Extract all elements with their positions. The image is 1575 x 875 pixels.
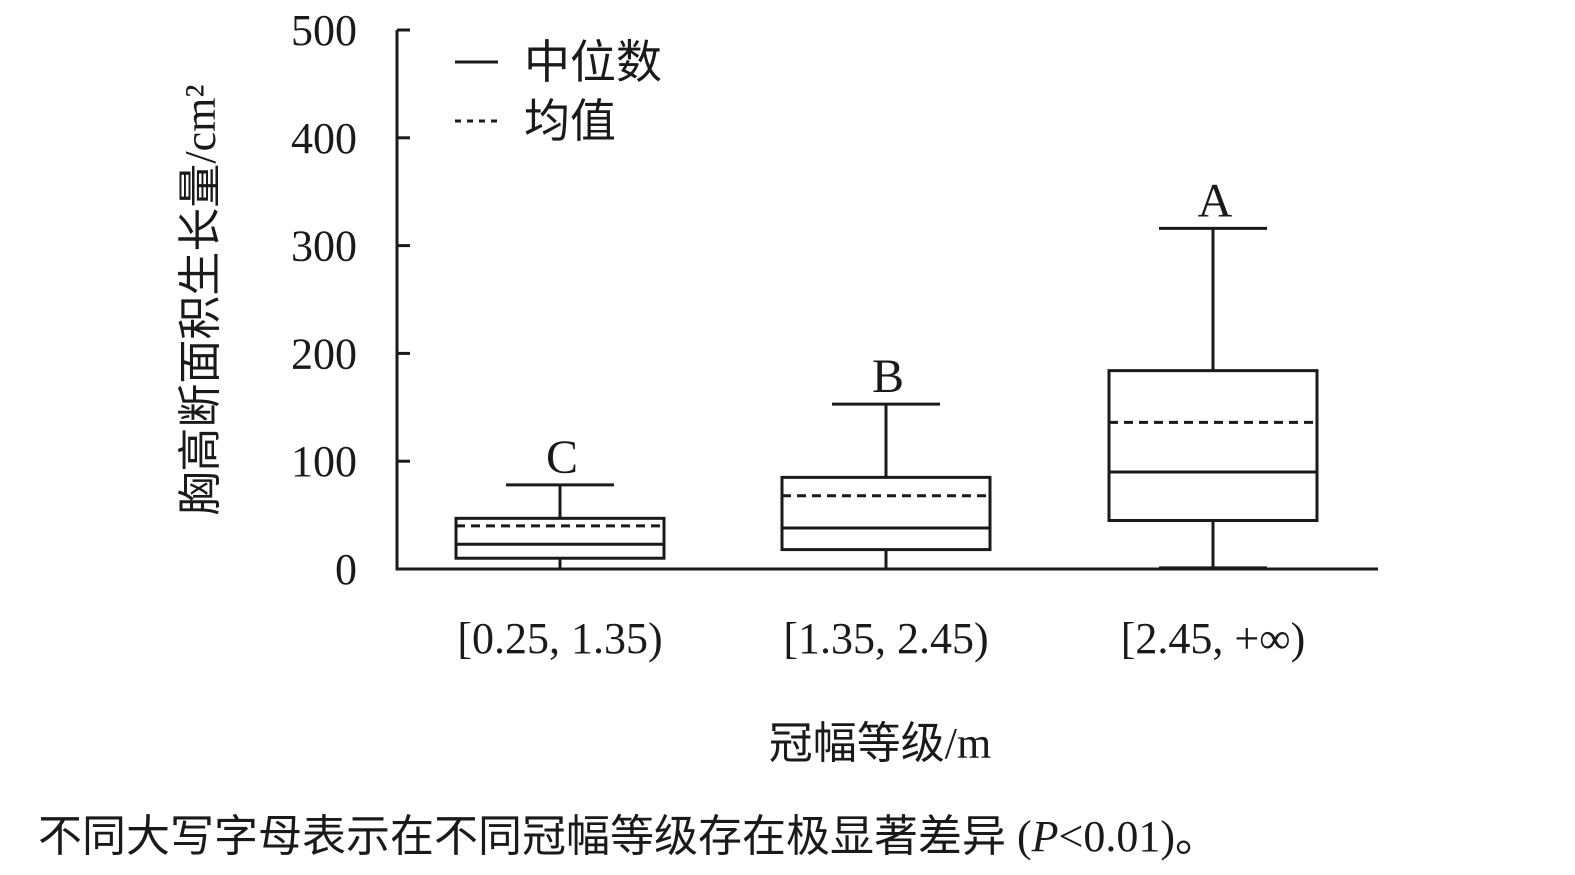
x-axis-title: 冠幅等级/m xyxy=(769,719,991,768)
footnote-p-symbol: P xyxy=(1031,812,1059,861)
y-tick-label: 400 xyxy=(291,114,357,163)
iqr-box xyxy=(454,516,666,560)
footnote: 不同大写字母表示在不同冠幅等级存在极显著差异 (P<0.01)。 xyxy=(38,800,1219,864)
iqr-box xyxy=(1107,369,1319,522)
x-category-label: [1.35, 2.45) xyxy=(783,614,988,663)
box-plot-chart: 0 100 200 300 400 500 [0.25, 1.35) [1.35, 2.45)… xyxy=(176,6,1378,768)
legend-entry-label: 均值 xyxy=(524,96,616,147)
y-tick-label: 200 xyxy=(291,329,357,378)
iqr-box xyxy=(780,475,992,552)
box-series: C B A xyxy=(454,174,1319,571)
box-group: A xyxy=(1107,174,1319,570)
y-tick-label: 300 xyxy=(291,222,357,271)
y-axis-title: 胸高断面积生长量/cm² xyxy=(176,84,225,515)
box-group: C xyxy=(454,431,666,571)
x-category-label: [0.25, 1.35) xyxy=(457,614,662,663)
significance-letter: B xyxy=(872,350,904,403)
significance-letter: C xyxy=(546,431,578,484)
axes: 0 100 200 300 400 500 [0.25, 1.35) [1.35, 2.45)… xyxy=(291,6,1378,663)
x-category-label: [2.45, +∞) xyxy=(1121,614,1306,663)
footnote-prefix: 不同大写字母表示在不同冠幅等级存在极显著差异 ( xyxy=(38,812,1032,861)
significance-letter: A xyxy=(1198,174,1233,227)
y-tick-label: 100 xyxy=(291,437,357,486)
y-tick-label: 0 xyxy=(335,545,357,594)
box-group: B xyxy=(780,350,992,571)
legend-entry-label: 中位数 xyxy=(524,37,662,88)
y-tick-label: 500 xyxy=(291,6,357,55)
footnote-suffix: <0.01)。 xyxy=(1058,812,1220,861)
